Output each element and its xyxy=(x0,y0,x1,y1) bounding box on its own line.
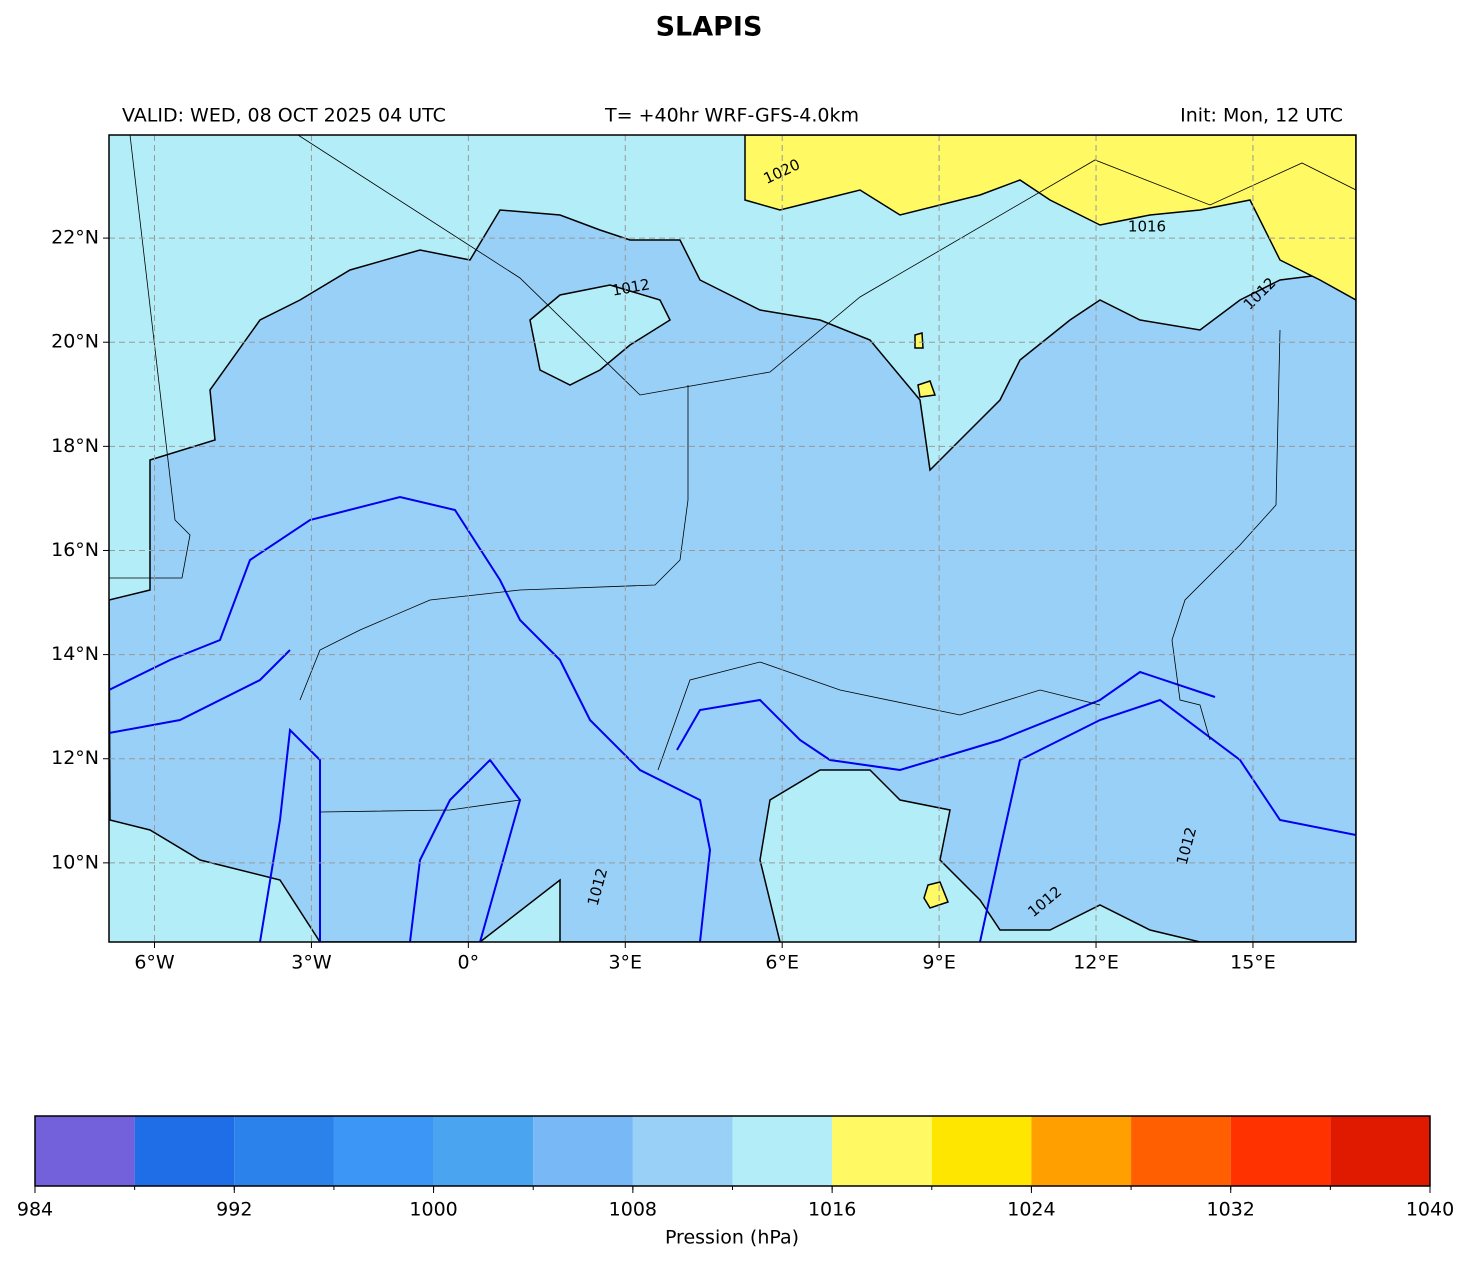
colorbar-swatch xyxy=(832,1116,932,1186)
y-tick-label: 20°N xyxy=(51,331,99,353)
colorbar-tick-label: 1000 xyxy=(409,1199,457,1221)
y-tick-label: 10°N xyxy=(51,851,99,873)
y-tick-label: 22°N xyxy=(51,227,99,249)
pressure-region xyxy=(917,380,937,398)
isobars xyxy=(109,495,1356,942)
valid-time: VALID: WED, 08 OCT 2025 04 UTC xyxy=(122,105,446,127)
colorbar-tick-label: 992 xyxy=(216,1199,252,1221)
colorbar-swatch xyxy=(732,1116,833,1186)
colorbar-tick-label: 1040 xyxy=(1406,1199,1454,1221)
x-tick-label: 3°E xyxy=(608,952,642,974)
colorbar-tick-label: 1024 xyxy=(1007,1199,1055,1221)
colorbar-swatch xyxy=(632,1116,733,1186)
x-tick-label: 9°E xyxy=(922,952,956,974)
x-tick-label: 12°E xyxy=(1073,952,1119,974)
colorbar-swatch xyxy=(1330,1116,1430,1186)
run-info: T= +40hr WRF-GFS-4.0km xyxy=(604,105,859,127)
y-tick-label: 12°N xyxy=(51,747,99,769)
pressure-region xyxy=(914,332,924,349)
colorbar-tick-label: 1016 xyxy=(808,1199,856,1221)
y-tick-label: 16°N xyxy=(51,539,99,561)
init-time: Init: Mon, 12 UTC xyxy=(1180,105,1343,127)
x-tick-label: 0° xyxy=(458,952,480,974)
colorbar-swatch xyxy=(931,1116,1032,1186)
grid xyxy=(109,135,1356,942)
y-tick-label: 14°N xyxy=(51,643,99,665)
contour-label: 1016 xyxy=(1128,218,1166,236)
colorbar-swatch xyxy=(35,1116,135,1186)
colorbar-swatch xyxy=(333,1116,434,1186)
x-tick-label: 6°W xyxy=(134,952,175,974)
colorbar-swatch xyxy=(1031,1116,1132,1186)
colorbar-swatch xyxy=(433,1116,534,1186)
map-fields xyxy=(109,135,1356,942)
colorbar-tick-label: 1032 xyxy=(1207,1199,1255,1221)
title: SLAPIS xyxy=(656,12,763,43)
y-tick-label: 18°N xyxy=(51,435,99,457)
colorbar-swatch xyxy=(1131,1116,1231,1186)
colorbar-tick-label: 984 xyxy=(17,1199,53,1221)
colorbar-swatch xyxy=(234,1116,334,1186)
borders xyxy=(109,135,1356,813)
colorbar-swatch xyxy=(1230,1116,1331,1186)
pressure-region xyxy=(744,135,1356,301)
colorbar-swatch xyxy=(134,1116,235,1186)
colorbar-swatch xyxy=(533,1116,633,1186)
colorbar-tick-label: 1008 xyxy=(609,1199,657,1221)
pressure-region xyxy=(529,284,671,386)
colorbar-label: Pression (hPa) xyxy=(665,1227,799,1249)
x-tick-label: 15°E xyxy=(1230,952,1276,974)
map-frame xyxy=(108,134,1357,943)
x-tick-label: 3°W xyxy=(291,952,332,974)
x-tick-label: 6°E xyxy=(765,952,799,974)
